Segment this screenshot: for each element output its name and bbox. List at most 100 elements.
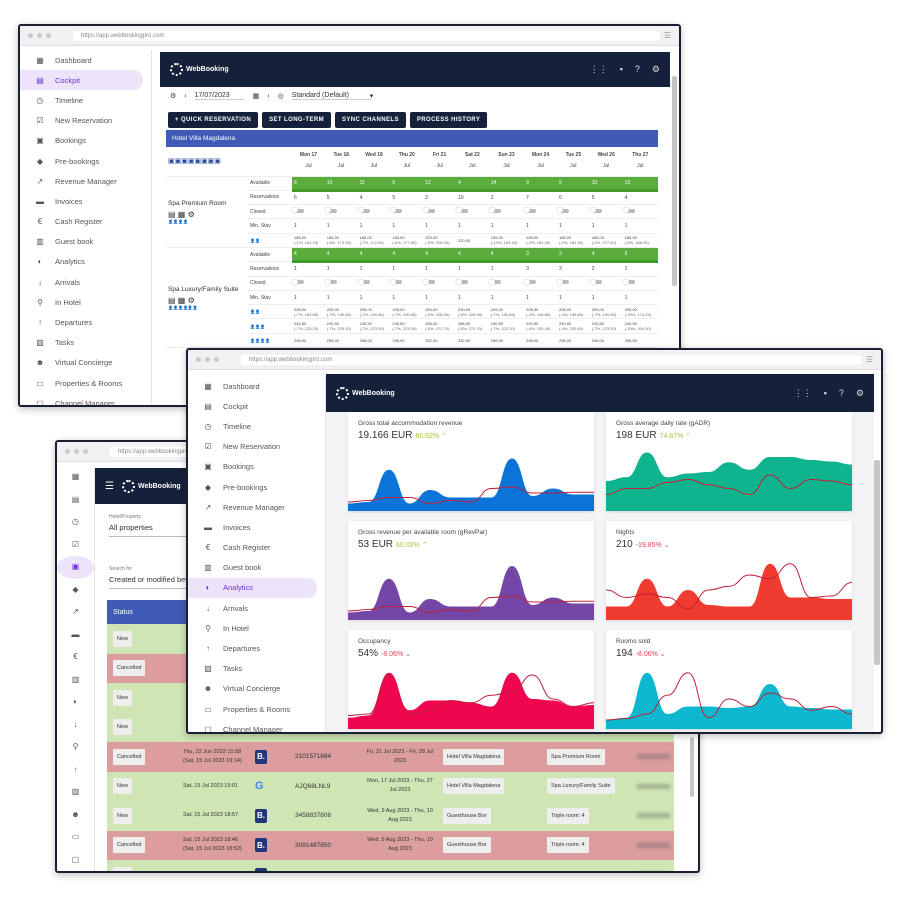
- cell-min_stay[interactable]: 1: [390, 218, 424, 234]
- sidebar-item-in-hotel[interactable]: ⚲ In Hotel: [188, 618, 317, 638]
- icon-sidebar-item[interactable]: ↓: [73, 719, 78, 729]
- price-cell[interactable]: 185,00 (-9%, 168.35): [622, 233, 658, 248]
- sidebar-item-arrivals[interactable]: ↓ Arrivals: [188, 598, 317, 618]
- price-cell[interactable]: 205,00 (-7%, 190.65): [357, 304, 391, 320]
- cell-min_stay[interactable]: 1: [589, 290, 623, 306]
- price-cell[interactable]: 205,00 (-7%, 190.65): [292, 304, 325, 320]
- browser-menu-icon[interactable]: ☰: [865, 355, 873, 364]
- closed-toggle[interactable]: [390, 278, 403, 285]
- cell-min_stay[interactable]: 1: [324, 218, 358, 234]
- cell-reservations[interactable]: 1: [357, 261, 391, 277]
- cell-closed[interactable]: [423, 276, 456, 291]
- sidebar-item-properties-rooms[interactable]: ▭ Properties & Rooms: [188, 699, 317, 719]
- sidebar-item-invoices[interactable]: ▬ Invoices: [188, 517, 317, 537]
- closed-toggle[interactable]: [455, 278, 468, 285]
- closed-toggle[interactable]: [488, 278, 501, 285]
- sidebar-item-virtual-concierge[interactable]: ☻ Virtual Concierge: [20, 353, 143, 373]
- address-bar[interactable]: https://app.webbookingpro.com: [73, 30, 660, 41]
- cell-closed[interactable]: [622, 204, 658, 220]
- chat-icon[interactable]: ▪: [823, 387, 827, 398]
- booking-id[interactable]: AJQ68LNL9: [295, 782, 331, 790]
- kpi-card[interactable]: Gross average daily rate (gADR) 198 EUR 74…: [606, 412, 852, 511]
- chevron-down-icon[interactable]: ▾: [369, 93, 374, 100]
- cell-min_stay[interactable]: 1: [488, 218, 525, 234]
- price-cell[interactable]: 332,00: [423, 333, 456, 349]
- scrollbar[interactable]: [874, 460, 880, 665]
- icon-sidebar-item[interactable]: ▥: [71, 674, 80, 684]
- table-row[interactable]: New Sat, 15 Jul 2023 19:01 G AJQ68LNL9 M…: [107, 771, 674, 801]
- icon-sidebar-item[interactable]: ☑: [71, 539, 80, 549]
- cell-available[interactable]: 12: [423, 176, 456, 192]
- kpi-card[interactable]: Gross revenue per available room (gRevPa…: [348, 521, 594, 620]
- help-icon[interactable]: ?: [634, 64, 640, 74]
- cell-reservations[interactable]: 1: [390, 261, 424, 277]
- kpi-card[interactable]: Nights 210 -19.85% ⌄: [606, 521, 852, 620]
- price-cell[interactable]: 296,00: [390, 333, 424, 349]
- closed-toggle[interactable]: [556, 207, 569, 214]
- cell-closed[interactable]: [324, 204, 358, 220]
- price-cell[interactable]: 240,50 (-7%, 223.20): [292, 318, 325, 334]
- cell-min_stay[interactable]: 1: [589, 218, 623, 234]
- sidebar-item-pre-bookings[interactable]: ◆ Pre-bookings: [20, 151, 143, 171]
- booking-id[interactable]: 2101571684: [295, 753, 332, 761]
- sidebar-item-dashboard[interactable]: ▦ Dashboard: [20, 50, 143, 70]
- prev-date-icon[interactable]: ‹: [184, 92, 187, 100]
- price-cell[interactable]: 185,00 (-2%, 181.30): [524, 233, 557, 248]
- icon-sidebar-item[interactable]: ▢: [71, 854, 80, 864]
- cell-min_stay[interactable]: 1: [524, 218, 557, 234]
- price-cell[interactable]: 205,00 (-7%, 190.65): [390, 304, 424, 320]
- cell-min_stay[interactable]: 1: [357, 290, 391, 306]
- gear-icon[interactable]: ⚙: [170, 93, 177, 100]
- price-cell[interactable]: 286,00 (-5%, 271.70): [455, 318, 489, 334]
- cell-min_stay[interactable]: 1: [524, 290, 557, 306]
- price-cell[interactable]: 296,00: [357, 333, 391, 349]
- sidebar-item-analytics[interactable]: ◐ Analytics: [20, 252, 143, 272]
- apps-icon[interactable]: ⋮⋮: [589, 64, 608, 74]
- price-cell[interactable]: 240,50 (-4%, 230.40): [556, 318, 590, 334]
- apps-icon[interactable]: ⋮⋮: [793, 387, 812, 398]
- property-filter[interactable]: Hotel/Property All properties: [109, 514, 189, 537]
- closed-toggle[interactable]: [488, 207, 501, 214]
- cell-closed[interactable]: [455, 204, 489, 220]
- cell-available[interactable]: 5: [622, 247, 658, 264]
- toolbar-button-1[interactable]: SET LONG-TERM: [262, 112, 331, 128]
- price-cell[interactable]: 185,00 (-14%, 159.10): [488, 233, 525, 248]
- sidebar-item-channel-manager[interactable]: ▢ Channel Manager: [188, 719, 317, 732]
- cell-min_stay[interactable]: 1: [455, 290, 489, 306]
- sidebar-item-revenue-manager[interactable]: ↗ Revenue Manager: [188, 497, 317, 517]
- icon-sidebar-item[interactable]: ▦: [71, 472, 80, 481]
- icon-sidebar-item[interactable]: ↑: [73, 764, 78, 774]
- cell-available[interactable]: 4: [357, 247, 391, 264]
- cell-reservations[interactable]: 5: [324, 190, 358, 206]
- cell-reservations[interactable]: 1: [292, 261, 325, 277]
- room-actions[interactable]: ▤ ▦ ⚙: [168, 209, 195, 219]
- sidebar-item-virtual-concierge[interactable]: ☻ Virtual Concierge: [188, 679, 317, 699]
- calendar-icon[interactable]: ▦: [252, 93, 260, 100]
- cell-reservations[interactable]: 1: [455, 261, 489, 277]
- sidebar-item-tasks[interactable]: ▧ Tasks: [20, 333, 143, 353]
- scrollbar[interactable]: [672, 76, 677, 286]
- help-icon[interactable]: ?: [838, 387, 844, 398]
- cell-reservations[interactable]: 2: [589, 261, 623, 277]
- sidebar-item-cockpit[interactable]: ▤ Cockpit: [20, 70, 143, 91]
- cell-available[interactable]: 14: [488, 176, 525, 192]
- cell-closed[interactable]: [324, 276, 358, 291]
- price-cell[interactable]: 205,00 (-7%, 190.65): [488, 304, 525, 320]
- booking-id[interactable]: 3081487850: [295, 841, 332, 849]
- cell-closed[interactable]: [423, 204, 456, 220]
- cell-available[interactable]: 4: [589, 247, 623, 264]
- cell-reservations[interactable]: 1: [423, 261, 456, 277]
- price-cell[interactable]: 185,00 (-1%, 183.15): [292, 233, 325, 248]
- cell-reservations[interactable]: 5: [390, 190, 424, 206]
- cell-closed[interactable]: [556, 276, 590, 291]
- price-cell[interactable]: 240,50 (-7%, 223.20): [488, 318, 525, 334]
- sidebar-item-cockpit[interactable]: ▤ Cockpit: [188, 396, 317, 416]
- cell-available[interactable]: 4: [292, 247, 325, 264]
- cell-closed[interactable]: [357, 204, 391, 220]
- table-row[interactable]: Cancelled Thu, 22 Jun 2023 15:58 (Sat, 1…: [107, 742, 674, 772]
- cell-min_stay[interactable]: 1: [556, 218, 590, 234]
- closed-toggle[interactable]: [455, 207, 468, 214]
- closed-toggle[interactable]: [423, 278, 436, 285]
- cell-available[interactable]: 3: [556, 247, 590, 264]
- sidebar-item-timeline[interactable]: ◷ Timeline: [20, 90, 143, 110]
